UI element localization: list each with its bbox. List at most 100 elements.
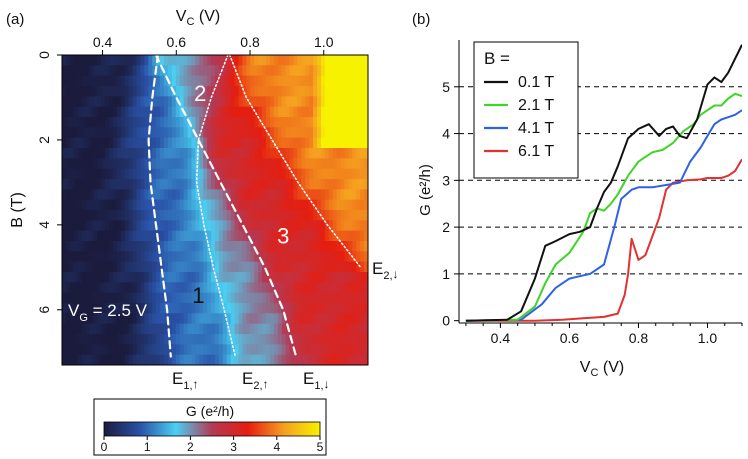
heatmap-cell bbox=[277, 96, 283, 108]
heatmap-cell bbox=[250, 117, 255, 128]
heatmap-cell bbox=[222, 127, 228, 139]
heatmap-cell bbox=[222, 303, 228, 314]
heatmap-cell bbox=[77, 75, 83, 87]
heatmap-cell bbox=[105, 292, 110, 304]
heatmap-cell bbox=[289, 199, 295, 211]
heatmap-cell bbox=[113, 65, 118, 77]
heatmap-cell bbox=[262, 86, 267, 97]
heatmap-cell bbox=[124, 179, 130, 190]
heatmap-cell bbox=[289, 148, 295, 159]
heatmap-cell bbox=[120, 96, 126, 108]
heatmap-cell bbox=[136, 137, 142, 149]
heatmap-cell bbox=[175, 158, 181, 170]
heatmap-cell bbox=[250, 75, 255, 87]
heatmap-cell bbox=[360, 75, 365, 87]
heatmap-cell bbox=[222, 55, 228, 66]
heatmap-cell bbox=[203, 137, 208, 149]
heatmap-cell bbox=[364, 168, 368, 180]
heatmap-cell bbox=[254, 251, 259, 263]
heatmap-cell bbox=[171, 65, 177, 77]
heatmap-cell bbox=[179, 179, 185, 190]
heatmap-cell bbox=[344, 75, 349, 87]
heatmap-cell bbox=[164, 272, 169, 283]
heatmap-cell bbox=[207, 179, 212, 190]
heatmap-cell bbox=[273, 65, 279, 77]
heatmap-cell bbox=[281, 261, 287, 273]
heatmap-cell bbox=[207, 96, 212, 108]
heatmap-cell bbox=[97, 230, 102, 242]
heatmap-cell bbox=[124, 323, 130, 335]
heatmap-cell bbox=[336, 137, 342, 149]
heatmap-cell bbox=[313, 272, 318, 283]
heatmap-cell bbox=[348, 179, 353, 190]
heatmap-cell bbox=[262, 148, 267, 159]
heatmap-cell bbox=[175, 148, 181, 159]
heatmap-cell bbox=[266, 230, 271, 242]
legend-item-label: 0.1 T bbox=[518, 74, 554, 91]
heatmap-cell bbox=[207, 344, 212, 356]
heatmap-cell bbox=[85, 220, 91, 232]
heatmap-cell bbox=[97, 282, 102, 294]
heatmap-cell bbox=[313, 292, 318, 304]
heatmap-cell bbox=[364, 220, 368, 232]
heatmap-cell bbox=[132, 117, 138, 128]
heatmap-cell bbox=[332, 117, 338, 128]
heatmap-cell bbox=[167, 292, 173, 304]
heatmap-cell bbox=[297, 158, 302, 170]
heatmap-cell bbox=[301, 292, 306, 304]
heatmap-cell bbox=[242, 117, 247, 128]
heatmap-cell bbox=[320, 137, 326, 149]
heatmap-cell bbox=[73, 199, 79, 211]
heatmap-cell bbox=[328, 127, 334, 139]
heatmap-cell bbox=[167, 210, 173, 221]
heatmap-cell bbox=[242, 65, 247, 77]
heatmap-cell bbox=[167, 199, 173, 211]
heatmap-cell bbox=[156, 261, 161, 273]
heatmap-cell bbox=[266, 127, 271, 139]
heatmap-cell bbox=[320, 117, 326, 128]
heatmap-cell bbox=[305, 199, 310, 211]
heatmap-cell bbox=[218, 158, 224, 170]
heatmap-cell bbox=[160, 241, 165, 252]
heatmap-cell bbox=[136, 199, 142, 211]
heatmap-cell bbox=[195, 96, 200, 108]
heatmap-cell bbox=[116, 272, 122, 283]
heatmap-cell bbox=[215, 344, 220, 356]
heatmap-cell bbox=[179, 65, 185, 77]
heatmap-cell bbox=[81, 117, 87, 128]
heatmap-cell bbox=[262, 158, 267, 170]
heatmap-cell bbox=[207, 261, 212, 273]
heatmap-cell bbox=[356, 179, 361, 190]
heatmap-cell bbox=[266, 199, 271, 211]
heatmap-cell bbox=[164, 96, 169, 108]
heatmap-cell bbox=[242, 313, 247, 325]
heatmap-cell bbox=[179, 168, 185, 180]
heatmap-cell bbox=[320, 323, 326, 335]
heatmap-cell bbox=[62, 220, 67, 232]
panel-b-xtick-label: 0.8 bbox=[629, 330, 649, 346]
transition-labels: E1,↑ E2,↑ E1,↓E2,↓ bbox=[172, 259, 399, 392]
heatmap-cell bbox=[199, 117, 204, 128]
heatmap-cell bbox=[211, 179, 216, 190]
heatmap-cell bbox=[97, 334, 102, 345]
heatmap-cell bbox=[317, 65, 322, 77]
heatmap-cell bbox=[258, 127, 263, 139]
heatmap-cell bbox=[140, 210, 145, 221]
heatmap-cell bbox=[242, 272, 247, 283]
heatmap-cell bbox=[167, 158, 173, 170]
heatmap-cell bbox=[144, 75, 149, 87]
heatmap-cell bbox=[175, 179, 181, 190]
heatmap-cell bbox=[344, 168, 349, 180]
heatmap-cell bbox=[116, 189, 122, 201]
heatmap-cell bbox=[85, 323, 91, 335]
heatmap-cell bbox=[344, 292, 349, 304]
heatmap-cell bbox=[273, 168, 279, 180]
heatmap-cell bbox=[360, 55, 365, 66]
heatmap-cell bbox=[203, 344, 208, 356]
heatmap-cell bbox=[336, 261, 342, 273]
heatmap-cell bbox=[191, 354, 196, 365]
heatmap-cell bbox=[332, 272, 338, 283]
heatmap-cell bbox=[140, 158, 145, 170]
heatmap-cell bbox=[317, 354, 322, 365]
